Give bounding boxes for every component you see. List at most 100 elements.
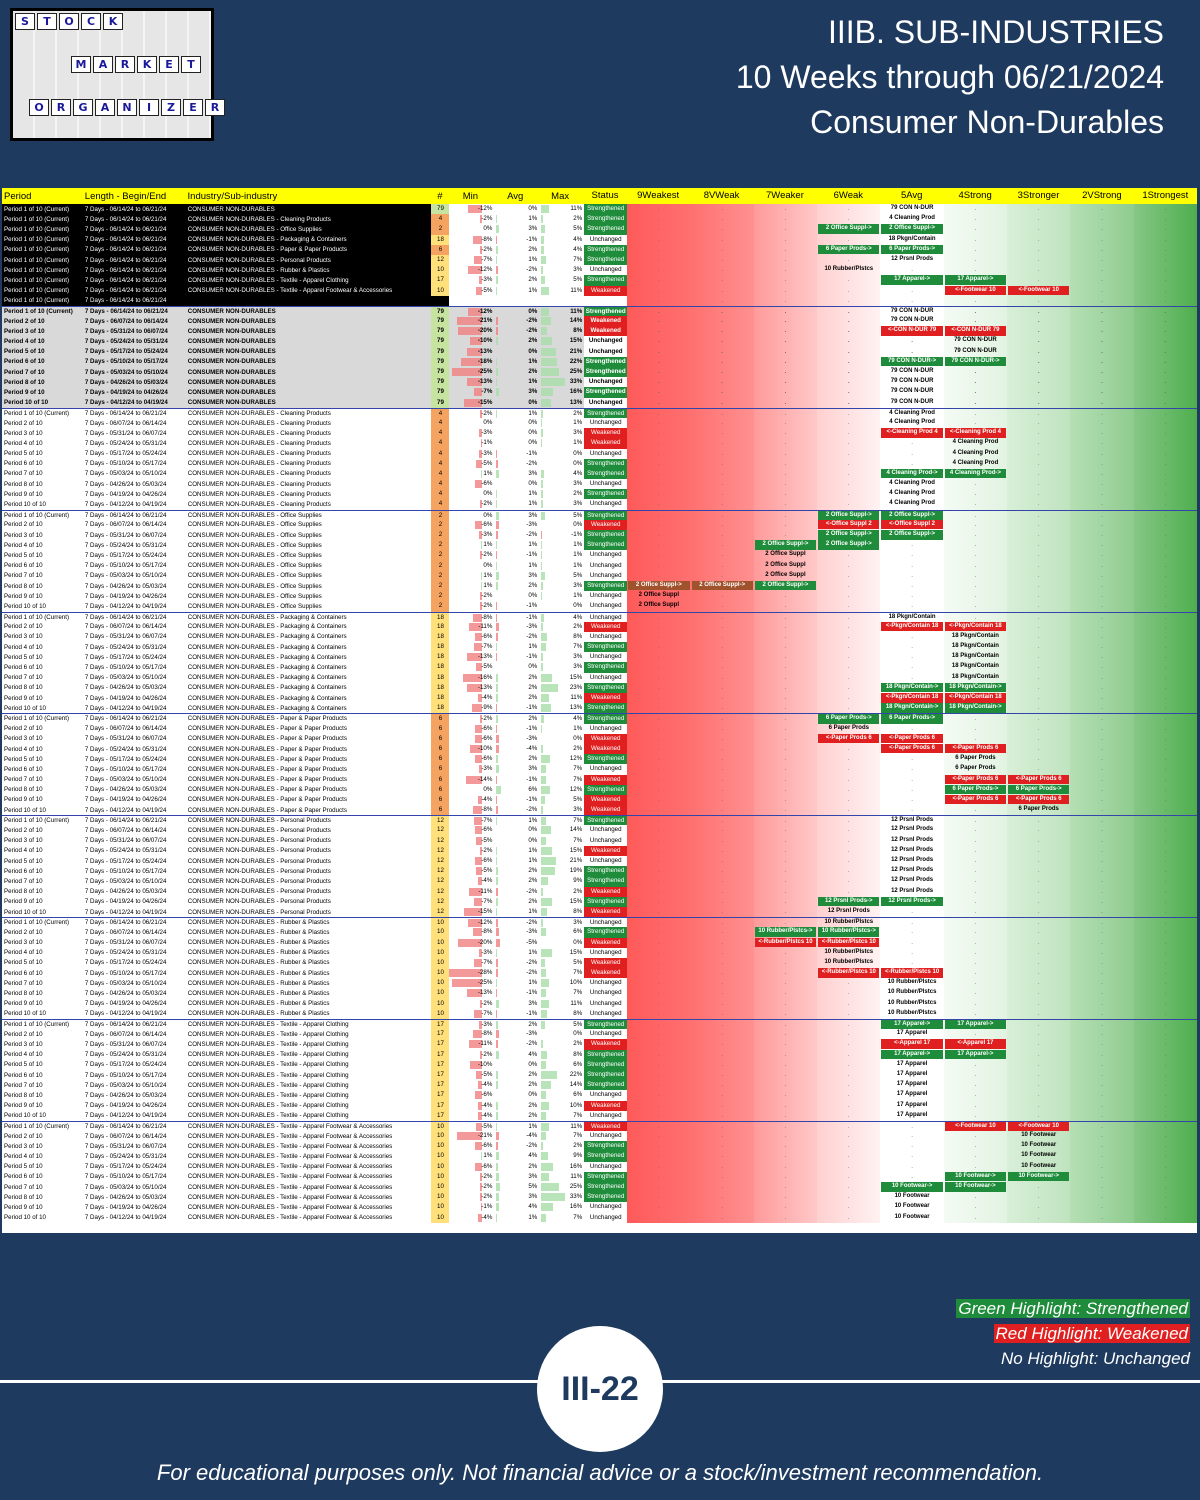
cell-scale-level: . (1133, 377, 1197, 388)
cell-scale-level: 10 Footwear-> (943, 1171, 1008, 1182)
cell-avg-value: 0% (528, 663, 538, 671)
cell-min-value: -3% (481, 429, 493, 437)
cell-scale-level: . (1133, 346, 1197, 357)
table-row: Period 9 of 10 7 Days - 04/19/24 to 04/26… (2, 896, 1197, 907)
cell-scale-level: . (1070, 784, 1134, 795)
cell-scale-level: . (943, 714, 1008, 724)
cell-scale-level: . (817, 275, 881, 286)
ranking-tag: 6 Paper Prods-> (818, 714, 880, 724)
cell-min-value: -10% (477, 1060, 493, 1068)
cell-scale-level: . (1133, 835, 1197, 846)
cell-scale-level: . (1070, 254, 1134, 266)
cell-scale-level: . (1007, 479, 1071, 490)
cell-scale-level: . (817, 387, 881, 398)
cell-scale-level: 17 Apparel (880, 1090, 944, 1101)
cell-avg-value: 1% (528, 357, 538, 365)
cell-min: -2% (449, 244, 495, 255)
cell-scale-level: . (690, 510, 754, 520)
cell-scale-level: . (1007, 947, 1071, 958)
cell-period: Period 1 of 10 (Current) (4, 205, 69, 213)
cell-scale-level: . (943, 1110, 1008, 1121)
cell-scale-level: . (817, 1069, 881, 1081)
cell-avg: 1% (494, 540, 539, 550)
table-row: Period 1 of 10 (Current) 7 Days - 06/14/2… (2, 295, 1197, 306)
cell-scale-level: . (817, 672, 881, 683)
cell-avg-value: -1% (526, 775, 538, 783)
cell-scale-level: . (1133, 397, 1197, 408)
cell-min-value: -12% (477, 919, 493, 927)
cell-scale-level: . (943, 408, 1008, 418)
table-row: Period 3 of 10 7 Days - 05/31/24 to 06/07… (2, 835, 1197, 846)
cell-period: Period 4 of 10 (4, 338, 45, 346)
cell-scale-level: . (627, 1080, 691, 1091)
cell-avg: -1% (494, 1009, 539, 1019)
cell-period: Period 6 of 10 (4, 867, 43, 875)
cell-scale-level: . (1070, 906, 1134, 918)
cell-scale-level: . (943, 540, 1008, 551)
header-scale-level: 1Strongest (1142, 190, 1189, 201)
cell-max-value: 4% (573, 235, 583, 243)
cell-count: 17 (431, 1100, 450, 1111)
cell-industry: CONSUMER NON-DURABLES - Personal Product… (187, 877, 331, 885)
ranking-tag: 12 Prsnl Prods (891, 836, 934, 843)
cell-scale-level: . (817, 336, 881, 347)
cell-max-value: 7% (573, 836, 583, 844)
table-row: Period 1 of 10 (Current) 7 Days - 06/14/2… (2, 234, 1197, 245)
cell-min-value: -28% (477, 969, 493, 977)
cell-min: 1% (449, 581, 494, 591)
cell-industry: CONSUMER NON-DURABLES (187, 388, 276, 396)
cell-scale-level: . (880, 1131, 944, 1142)
cell-scale-level: . (1070, 1059, 1134, 1070)
cell-max-value: 10% (569, 1101, 583, 1109)
table-row: Period 5 of 10 7 Days - 05/17/24 to 05/24… (2, 856, 1197, 867)
cell-count: 79 (431, 346, 450, 357)
cell-count: 6 (431, 723, 450, 734)
cell-min-value: -5% (481, 459, 493, 467)
cell-period: Period 5 of 10 (4, 551, 43, 559)
cell-avg: -2% (494, 918, 539, 928)
cell-scale-level: . (1007, 1029, 1071, 1040)
cell-avg-value: 0% (528, 429, 538, 437)
cell-scale-level: . (690, 1059, 754, 1070)
cell-count: 2 (431, 560, 450, 571)
cell-industry: CONSUMER NON-DURABLES - Textile - Appare… (187, 287, 393, 295)
cell-length: 7 Days - 04/19/24 to 04/26/24 (84, 592, 167, 600)
cell-avg-value: 1% (528, 979, 538, 987)
cell-max: 5% (539, 571, 584, 581)
cell-scale-level: . (1070, 794, 1134, 806)
cell-length: 7 Days - 05/10/24 to 05/17/24 (84, 969, 167, 977)
cell-scale-level: <-Paper Prods 6 (880, 733, 944, 744)
cell-avg-value: 1% (528, 541, 538, 549)
cell-max-value: 11% (570, 1122, 583, 1130)
cell-min: -10% (449, 336, 494, 346)
cell-max-value: 3% (573, 663, 583, 671)
cell-status: Strengthened (584, 458, 628, 469)
cell-scale-level: . (1007, 377, 1071, 388)
cell-status: Unchanged (584, 1029, 628, 1040)
cell-min: 1% (449, 469, 494, 479)
cell-scale-level: . (1007, 295, 1071, 306)
cell-scale-level: . (817, 1121, 881, 1132)
cell-scale-level: . (817, 570, 881, 581)
cell-length: 7 Days - 04/19/24 to 04/26/24 (84, 490, 167, 498)
cell-scale-level: 10 Footwear (1007, 1161, 1071, 1172)
table-row: Period 4 of 10 7 Days - 05/24/24 to 05/31… (2, 336, 1197, 347)
cell-scale-level: . (627, 1100, 691, 1111)
cell-length: 7 Days - 04/26/24 to 05/03/24 (84, 1193, 167, 1201)
cell-max: 8% (539, 907, 584, 917)
cell-count: 6 (431, 784, 450, 795)
cell-scale-level: . (1007, 886, 1071, 897)
cell-min: -2% (449, 499, 494, 509)
cell-max: 7% (539, 988, 584, 998)
cell-scale-level: . (1133, 479, 1197, 490)
title-line-1: IIIB. SUB-INDUSTRIES (827, 14, 1164, 50)
cell-scale-level: . (817, 438, 881, 449)
cell-industry: CONSUMER NON-DURABLES - Personal Product… (187, 898, 331, 906)
cell-industry: CONSUMER NON-DURABLES - Rubber & Plastic… (187, 990, 330, 998)
cell-scale-level: . (817, 601, 881, 612)
cell-scale-level: 12 Prsnl Prods (880, 866, 944, 877)
cell-scale-level: . (817, 794, 881, 806)
cell-scale-level: . (1133, 510, 1197, 520)
cell-scale-level: . (753, 733, 818, 744)
cell-scale-level: . (690, 346, 754, 357)
